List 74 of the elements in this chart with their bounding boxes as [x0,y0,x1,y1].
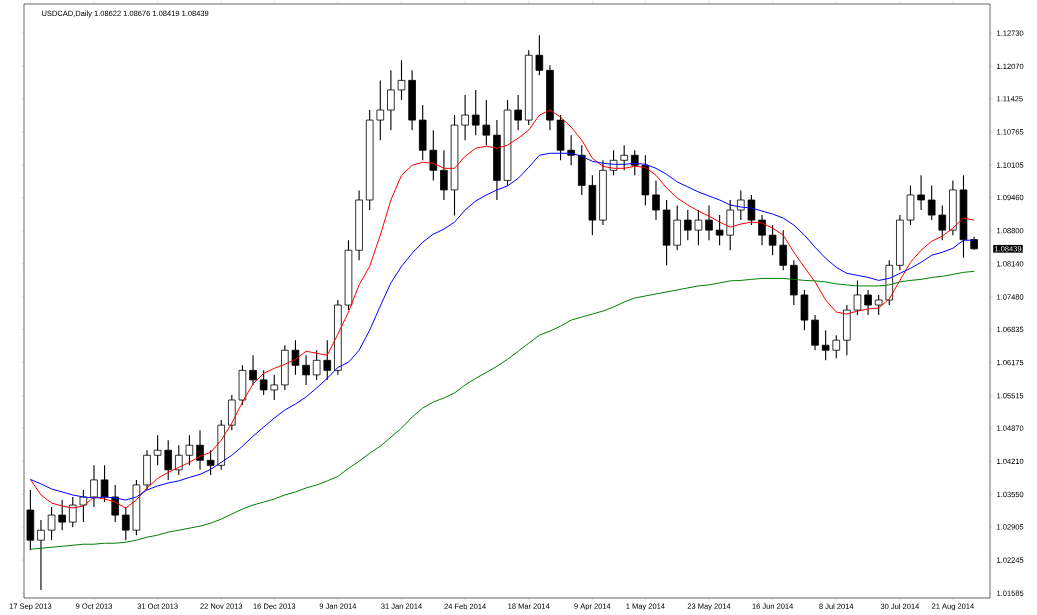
candlestick [705,204,713,241]
candlestick [853,279,862,316]
candlestick [896,214,904,271]
candlestick [768,224,777,256]
candlestick [185,434,194,466]
candlestick [418,104,427,161]
candlestick [47,506,56,541]
candlestick [662,199,671,266]
candlestick [206,449,215,476]
candlestick [68,496,77,528]
candlestick [938,204,947,241]
candlestick [132,479,141,536]
candlestick [58,499,66,531]
candlestick [450,114,459,217]
candlestick [959,174,968,259]
candlestick [641,154,650,207]
candlestick [652,179,660,221]
candlestick [864,289,872,316]
candlestick [684,209,692,241]
candlestick [577,144,586,196]
candlestick [100,464,109,503]
candlestick [153,434,162,466]
candlestick [620,144,628,171]
candlestick [164,439,173,481]
candlestick [737,189,745,221]
candlestick [291,339,300,376]
candlestick [673,204,681,251]
candlestick [249,354,257,386]
candlestick [599,159,607,226]
candlestick [779,229,788,271]
candlestick [26,489,35,551]
candlestick [546,64,554,131]
candlestick [758,214,766,246]
candlestick [143,449,151,491]
candlestick [694,209,703,246]
candlestick [461,94,469,141]
candlestick [122,506,130,541]
candlestick [217,419,226,471]
candlestick [323,339,332,381]
candlestick [535,34,544,76]
candlestick [334,299,342,376]
candlestick [90,464,98,508]
candlestick [927,184,936,221]
candlestick [355,189,363,261]
candlestick [482,99,491,146]
candlestick [387,69,395,131]
candlestick [715,214,724,246]
candlestick [821,329,830,361]
candlestick [376,79,385,141]
candlestick [408,69,416,131]
candlestick [917,174,925,211]
candlestick [397,59,406,101]
candlestick [37,519,45,591]
candlestick [588,174,597,236]
candlestick [196,429,204,471]
candlestick [832,334,841,359]
candlestick [726,199,735,251]
candlestick [524,49,533,126]
candlestick [906,184,915,226]
candlestick [811,314,819,351]
candlestick [365,109,374,211]
candlestick [281,344,289,391]
candlestick [970,236,978,250]
candlestick [514,94,522,131]
candlestick [429,129,438,181]
candlestick [493,119,501,201]
candlestick [949,179,957,236]
candlestick [471,89,480,136]
candlestick [270,374,279,401]
candlestick [228,394,236,431]
candlestick [79,489,88,523]
candlestick [302,354,310,386]
candlestick [440,149,448,201]
candlestick [843,304,851,356]
